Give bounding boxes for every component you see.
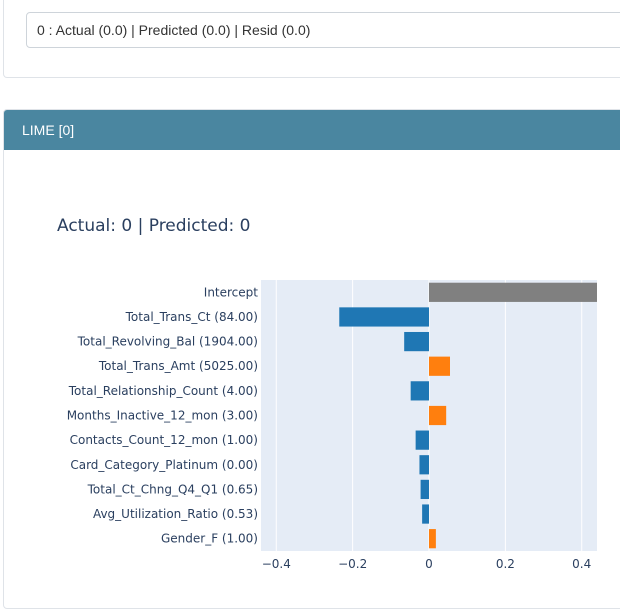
x-tick-label: −0.4 bbox=[262, 557, 291, 571]
category-label: Total_Ct_Chng_Q4_Q1 (0.65) bbox=[87, 482, 258, 496]
bar bbox=[420, 479, 429, 500]
bar bbox=[429, 529, 436, 549]
bar bbox=[410, 381, 429, 401]
category-label: Card_Category_Platinum (0.00) bbox=[70, 458, 258, 472]
bar bbox=[419, 455, 429, 475]
bar bbox=[339, 307, 429, 327]
category-label: Total_Trans_Ct (84.00) bbox=[125, 310, 258, 324]
x-tick-label: −0.2 bbox=[338, 557, 367, 571]
category-label: Months_Inactive_12_mon (3.00) bbox=[67, 409, 258, 423]
observation-select[interactable]: 0 : Actual (0.0) | Predicted (0.0) | Res… bbox=[26, 12, 620, 48]
lime-chart: Actual: 0 | Predicted: 0 −0.4 −0.2 0 0.2 0.4 I… bbox=[57, 216, 597, 571]
x-tick-label: 0.2 bbox=[496, 557, 515, 571]
category-label: Total_Trans_Amt (5025.00) bbox=[98, 359, 258, 373]
chart-title: Actual: 0 | Predicted: 0 bbox=[57, 216, 251, 236]
category-label: Total_Revolving_Bal (1904.00) bbox=[77, 335, 258, 349]
bar bbox=[429, 356, 450, 376]
bar bbox=[429, 282, 597, 302]
bar bbox=[429, 405, 447, 426]
category-label: Contacts_Count_12_mon (1.00) bbox=[70, 433, 258, 447]
bar bbox=[415, 430, 429, 450]
lime-panel-header: LIME [0] bbox=[4, 110, 620, 150]
x-tick-label: 0.4 bbox=[572, 557, 591, 571]
lime-panel: LIME [0] Actual: 0 | Predicted: 0 −0.4 −0.… bbox=[3, 109, 620, 609]
selector-card: 0 : Actual (0.0) | Predicted (0.0) | Res… bbox=[3, 0, 620, 78]
category-label: Intercept bbox=[204, 285, 259, 299]
x-tick-label: 0 bbox=[425, 557, 433, 571]
bar bbox=[404, 331, 429, 352]
bar bbox=[422, 504, 429, 524]
category-label: Gender_F (1.00) bbox=[161, 532, 258, 546]
category-label: Total_Relationship_Count (4.00) bbox=[68, 384, 258, 398]
category-label: Avg_Utilization_Ratio (0.53) bbox=[93, 507, 258, 521]
